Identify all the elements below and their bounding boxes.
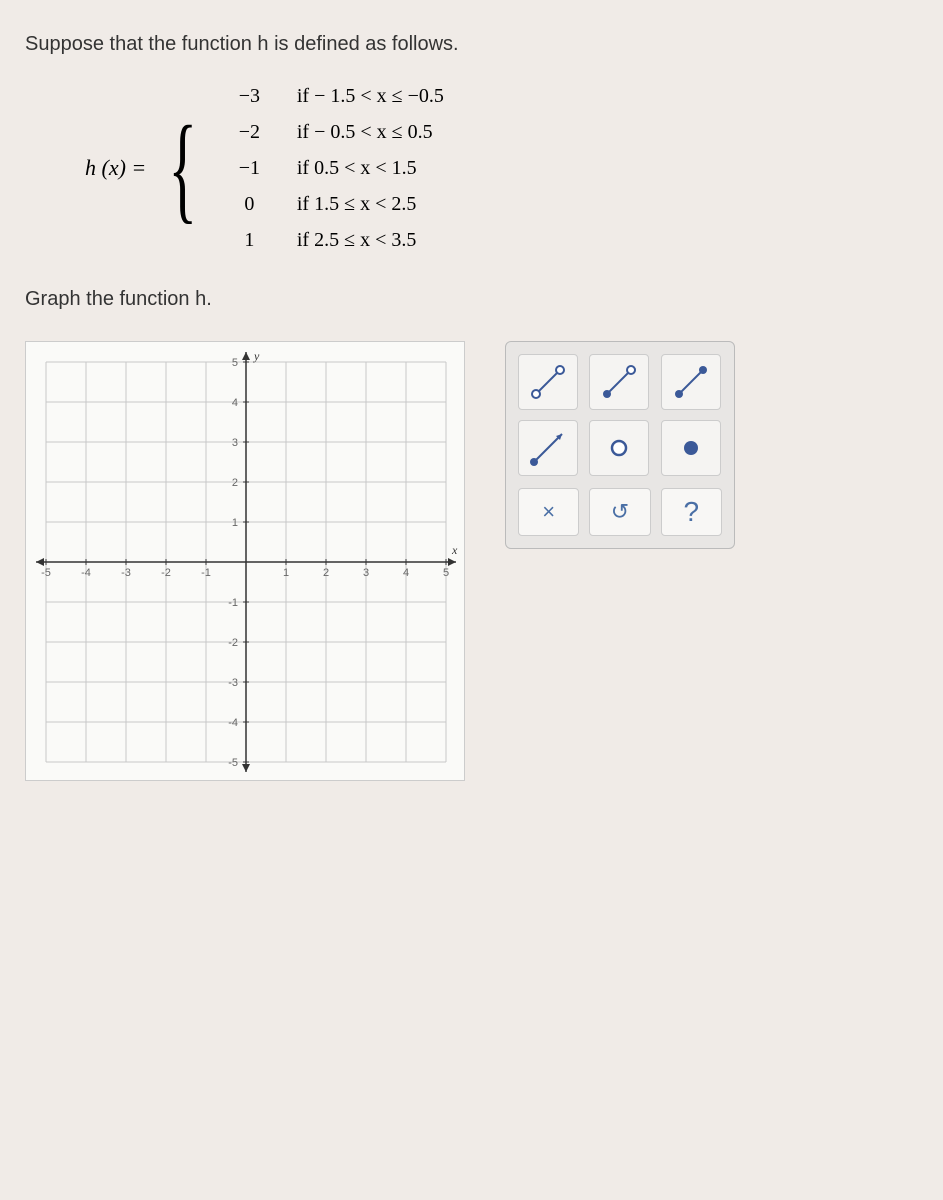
svg-text:x: x bbox=[451, 543, 458, 557]
function-label: h (x) = bbox=[85, 155, 146, 181]
svg-text:-5: -5 bbox=[41, 567, 51, 579]
svg-text:1: 1 bbox=[232, 517, 238, 529]
ray-icon bbox=[526, 428, 570, 468]
case-row: −3 if − 1.5 < x ≤ −0.5 bbox=[222, 78, 444, 114]
svg-text:2: 2 bbox=[232, 477, 238, 489]
instruction-text: Graph the function h. bbox=[25, 288, 212, 310]
point-closed-icon bbox=[669, 428, 713, 468]
svg-text:-2: -2 bbox=[228, 637, 238, 649]
segment-closed-open-icon bbox=[597, 362, 641, 402]
case-condition: if − 1.5 < x ≤ −0.5 bbox=[297, 78, 444, 114]
svg-text:5: 5 bbox=[232, 357, 238, 369]
svg-text:-3: -3 bbox=[121, 567, 131, 579]
tool-ray[interactable] bbox=[518, 420, 578, 476]
case-condition: if 2.5 ≤ x < 3.5 bbox=[297, 222, 416, 258]
delete-icon: × bbox=[542, 499, 555, 525]
help-button[interactable]: ? bbox=[661, 488, 722, 536]
graph-instruction: Graph the function h. bbox=[25, 288, 918, 311]
case-value: −3 bbox=[222, 78, 277, 114]
coordinate-grid: -5-4-3-2-112345-5-4-3-2-112345xy bbox=[26, 342, 466, 782]
tool-grid bbox=[518, 354, 722, 476]
case-row: 0 if 1.5 ≤ x < 2.5 bbox=[222, 186, 444, 222]
case-value: 1 bbox=[222, 222, 277, 258]
tool-point-open[interactable] bbox=[589, 420, 649, 476]
segment-open-open-icon bbox=[526, 362, 570, 402]
svg-text:-1: -1 bbox=[228, 597, 238, 609]
svg-text:5: 5 bbox=[443, 567, 449, 579]
action-row: × ↺ ? bbox=[518, 488, 722, 536]
delete-button[interactable]: × bbox=[518, 488, 579, 536]
case-value: −1 bbox=[222, 150, 277, 186]
work-area: -5-4-3-2-112345-5-4-3-2-112345xy bbox=[25, 341, 918, 781]
svg-text:-5: -5 bbox=[228, 757, 238, 769]
piecewise-cases: −3 if − 1.5 < x ≤ −0.5 −2 if − 0.5 < x ≤… bbox=[222, 78, 444, 258]
tool-segment-closed-closed[interactable] bbox=[661, 354, 721, 410]
svg-text:4: 4 bbox=[232, 397, 238, 409]
svg-text:3: 3 bbox=[232, 437, 238, 449]
svg-text:2: 2 bbox=[323, 567, 329, 579]
case-condition: if 1.5 ≤ x < 2.5 bbox=[297, 186, 416, 222]
prompt-text: Suppose that the function h is defined a… bbox=[25, 30, 918, 58]
svg-text:-4: -4 bbox=[228, 717, 238, 729]
case-row: −2 if − 0.5 < x ≤ 0.5 bbox=[222, 114, 444, 150]
tool-segment-open-open[interactable] bbox=[518, 354, 578, 410]
case-row: −1 if 0.5 < x < 1.5 bbox=[222, 150, 444, 186]
case-value: −2 bbox=[222, 114, 277, 150]
segment-closed-closed-icon bbox=[669, 362, 713, 402]
point-open-icon bbox=[597, 428, 641, 468]
svg-text:y: y bbox=[253, 349, 260, 363]
graph-canvas[interactable]: -5-4-3-2-112345-5-4-3-2-112345xy bbox=[25, 341, 465, 781]
svg-text:-3: -3 bbox=[228, 677, 238, 689]
undo-button[interactable]: ↺ bbox=[589, 488, 650, 536]
svg-text:-4: -4 bbox=[81, 567, 91, 579]
drawing-toolbar: × ↺ ? bbox=[505, 341, 735, 549]
svg-text:4: 4 bbox=[403, 567, 409, 579]
brace-icon: { bbox=[169, 88, 198, 248]
function-definition: h (x) = { −3 if − 1.5 < x ≤ −0.5 −2 if −… bbox=[85, 78, 918, 258]
case-row: 1 if 2.5 ≤ x < 3.5 bbox=[222, 222, 444, 258]
undo-icon: ↺ bbox=[611, 499, 629, 525]
case-value: 0 bbox=[222, 186, 277, 222]
case-condition: if − 0.5 < x ≤ 0.5 bbox=[297, 114, 433, 150]
help-icon: ? bbox=[684, 496, 700, 528]
svg-text:1: 1 bbox=[283, 567, 289, 579]
svg-text:-1: -1 bbox=[201, 567, 211, 579]
tool-point-closed[interactable] bbox=[661, 420, 721, 476]
svg-text:3: 3 bbox=[363, 567, 369, 579]
case-condition: if 0.5 < x < 1.5 bbox=[297, 150, 417, 186]
tool-segment-closed-open[interactable] bbox=[589, 354, 649, 410]
svg-text:-2: -2 bbox=[161, 567, 171, 579]
